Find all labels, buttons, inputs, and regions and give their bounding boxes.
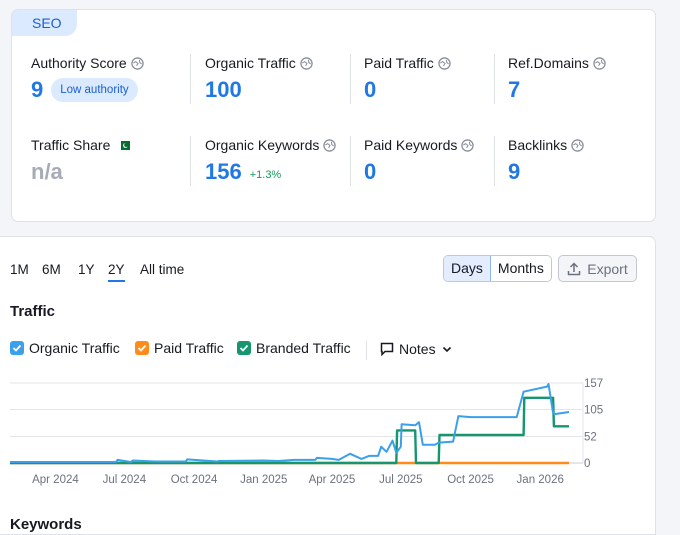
- paid-keywords-label: Paid Keywords: [364, 137, 458, 153]
- checkbox-checked-icon[interactable]: [135, 341, 149, 355]
- info-icon[interactable]: [323, 138, 337, 152]
- authority-score-metric[interactable]: Authority Score 9 Low authority: [31, 55, 144, 103]
- y-tick-label: 157: [584, 378, 603, 390]
- legend-organic[interactable]: Organic Traffic: [10, 340, 120, 356]
- divider: [190, 136, 191, 186]
- divider: [190, 54, 191, 104]
- x-tick-label: Oct 2025: [447, 474, 494, 486]
- divider: [350, 136, 351, 186]
- granularity-toggle: Days Months: [443, 255, 552, 282]
- notes-dropdown[interactable]: Notes: [380, 341, 453, 357]
- legend-branded-label: Branded Traffic: [256, 340, 351, 356]
- info-icon[interactable]: [593, 56, 606, 70]
- traffic-chart[interactable]: 0 52 105 157 Apr 2024 Jul 2024 Oct 2024 Jan 202…: [0, 373, 656, 493]
- legend-paid[interactable]: Paid Traffic: [135, 340, 224, 356]
- legend-divider: [366, 341, 367, 360]
- info-icon[interactable]: [461, 138, 475, 152]
- divider: [494, 54, 495, 104]
- paid-traffic-label: Paid Traffic: [364, 55, 434, 71]
- x-tick-label: Apr 2025: [309, 474, 356, 486]
- pakistan-flag-icon: [118, 140, 131, 150]
- organic-traffic-value[interactable]: 100: [205, 77, 242, 102]
- legend-branded[interactable]: Branded Traffic: [237, 340, 351, 356]
- notes-label: Notes: [399, 341, 436, 357]
- ref-domains-metric[interactable]: Ref.Domains 7: [508, 55, 606, 103]
- chevron-down-icon: [442, 346, 451, 353]
- traffic-share-value: n/a: [31, 159, 63, 184]
- seo-overview-card: SEO Authority Score 9 Low authority Orga…: [11, 9, 656, 222]
- backlinks-label: Backlinks: [508, 137, 568, 153]
- organic-keywords-label: Organic Keywords: [205, 137, 320, 153]
- authority-badge: Low authority: [51, 78, 138, 102]
- range-6m[interactable]: 6M: [42, 262, 61, 277]
- months-button[interactable]: Months: [490, 256, 551, 281]
- organic-traffic-label: Organic Traffic: [205, 55, 296, 71]
- metric-label: Authority Score: [31, 55, 144, 71]
- y-tick-label: 105: [584, 404, 603, 416]
- y-tick-label: 0: [584, 458, 590, 470]
- organic-keywords-metric[interactable]: Organic Keywords 156 +1.3%: [205, 137, 337, 185]
- organic-keywords-delta: +1.3%: [249, 169, 282, 181]
- ref-domains-label: Ref.Domains: [508, 55, 589, 71]
- paid-keywords-value[interactable]: 0: [364, 159, 377, 184]
- x-tick-label: Oct 2024: [171, 474, 218, 486]
- series-line-organic-traffic: [10, 383, 570, 463]
- upload-icon: [568, 261, 581, 275]
- legend-organic-label: Organic Traffic: [29, 340, 120, 356]
- y-tick-label: 52: [584, 432, 597, 444]
- backlinks-value[interactable]: 9: [508, 159, 521, 184]
- authority-score-value[interactable]: 9: [31, 77, 44, 102]
- info-icon[interactable]: [300, 56, 313, 70]
- comment-icon: [380, 342, 394, 356]
- traffic-section-title: Traffic: [10, 303, 56, 320]
- traffic-share-metric: Traffic Share n/a: [31, 137, 131, 185]
- organic-keywords-value[interactable]: 156: [205, 159, 242, 184]
- export-label: Export: [587, 260, 628, 277]
- legend-paid-label: Paid Traffic: [154, 340, 224, 356]
- series-line-branded-traffic: [10, 396, 569, 465]
- x-tick-label: Jul 2025: [379, 474, 422, 486]
- divider: [494, 136, 495, 186]
- info-icon[interactable]: [130, 56, 144, 70]
- divider: [350, 54, 351, 104]
- range-all-time[interactable]: All time: [140, 262, 185, 277]
- info-icon[interactable]: [571, 138, 584, 152]
- paid-traffic-value[interactable]: 0: [364, 77, 377, 102]
- authority-score-label: Authority Score: [31, 55, 127, 71]
- organic-traffic-metric[interactable]: Organic Traffic 100: [205, 55, 313, 103]
- x-tick-label: Jul 2024: [103, 474, 147, 486]
- x-tick-label: Jan 2026: [517, 474, 564, 486]
- ref-domains-value[interactable]: 7: [508, 77, 521, 102]
- days-button[interactable]: Days: [444, 256, 491, 281]
- paid-keywords-metric[interactable]: Paid Keywords 0: [364, 137, 475, 185]
- backlinks-metric[interactable]: Backlinks 9: [508, 137, 584, 185]
- info-icon[interactable]: [438, 56, 451, 70]
- range-1y[interactable]: 1Y: [78, 262, 95, 277]
- traffic-share-label: Traffic Share: [31, 137, 111, 153]
- keywords-section-title: Keywords: [10, 516, 82, 533]
- paid-traffic-metric[interactable]: Paid Traffic 0: [364, 55, 451, 103]
- checkbox-checked-icon[interactable]: [10, 341, 24, 355]
- traffic-panel: 1M 6M 1Y 2Y All time Days Months Export …: [0, 236, 656, 535]
- x-tick-label: Jan 2025: [240, 474, 287, 486]
- range-2y[interactable]: 2Y: [108, 262, 125, 282]
- checkbox-checked-icon[interactable]: [237, 341, 251, 355]
- export-button[interactable]: Export: [558, 255, 637, 282]
- seo-tag: SEO: [12, 10, 77, 36]
- range-1m[interactable]: 1M: [10, 262, 29, 277]
- x-tick-label: Apr 2024: [32, 474, 79, 486]
